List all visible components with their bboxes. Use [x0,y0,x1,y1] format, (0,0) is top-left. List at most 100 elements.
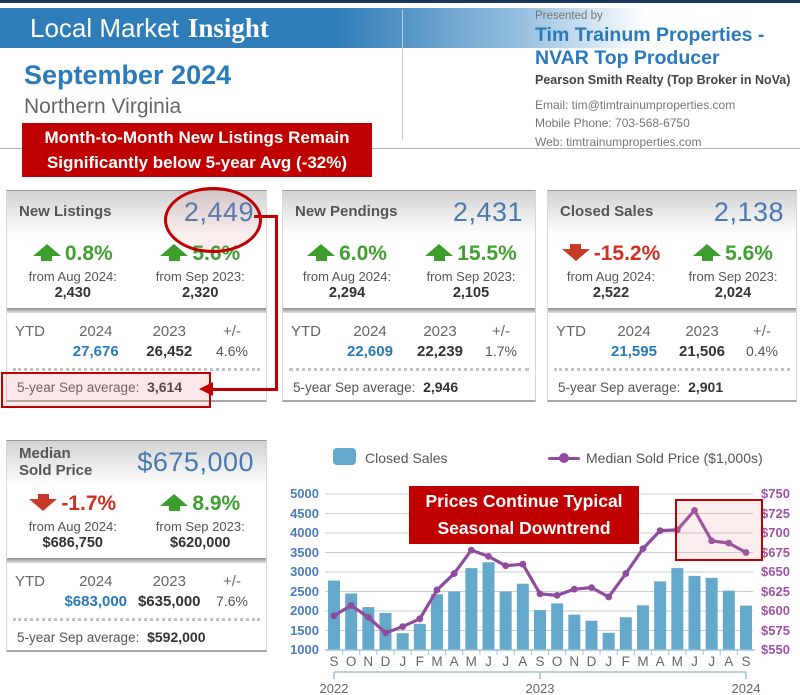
month-label: O [551,654,563,669]
year-over-year-change: 8.9% from Sep 2023: $620,000 [137,492,265,551]
yoy-label: from Sep 2023: [426,269,516,284]
left-axis-tick-label: 3000 [290,564,319,579]
presenter-contact: Email: tim@timtrainumproperties.com Mobi… [535,96,797,152]
five-year-average-row: 5-year Sep average: 3,614 [7,371,266,403]
right-axis-tick-label: $750 [761,486,790,501]
yoy-label: from Sep 2023: [155,269,245,284]
ytd-year1-header: 2024 [353,323,387,340]
median-price-point [433,586,441,594]
card-header: New Pendings 2,431 [283,191,535,233]
card-title-line1: Median [19,444,71,462]
mom-percent: -1.7% [9,492,137,516]
month-label: D [586,654,597,669]
bar-closed-sales [722,590,735,650]
ytd-diff-value: 4.6% [216,343,248,359]
ytd-year2-header: 2023 [152,323,186,340]
year-label: 2022 [319,681,349,695]
five-year-average-label: 5-year Sep average: [17,380,140,395]
report-month-title: September 2024 [24,60,232,90]
card-section-divider [283,308,535,313]
mom-percent: 6.0% [285,242,409,266]
month-label: J [502,654,510,669]
card-section-divider [7,558,266,563]
annotation-arrowhead-icon [199,382,213,396]
right-axis-tick-label: $650 [761,564,790,579]
mom-percent: 0.8% [9,242,137,266]
legend-line-marker-icon [559,453,569,463]
median-price-point [605,593,613,601]
ytd-year2-header: 2023 [152,573,186,590]
presenter-phone: Mobile Phone: 703-568-6750 [535,116,690,131]
bar-closed-sales [568,614,581,650]
dotted-divider [13,618,260,621]
year-label: 2024 [731,681,761,695]
mom-label: from Aug 2024: [28,519,117,534]
median-price-point [485,553,492,560]
ytd-label: YTD [15,573,45,590]
mom-previous-value: 2,294 [328,285,366,301]
month-label: A [449,654,459,669]
median-price-point [347,602,355,609]
bar-closed-sales [654,581,667,650]
month-label: O [345,654,357,669]
ytd-diff-header: +/- [753,323,771,340]
month-label: N [569,654,580,669]
month-label: A [518,654,528,669]
left-axis-tick-label: 5000 [290,486,319,501]
right-axis-tick-label: $575 [761,622,790,638]
month-over-month-change: -15.2% from Aug 2024: 2,522 [550,242,672,301]
median-price-point [570,585,578,593]
presenter-name: Tim Trainum Properties - NVAR Top Produc… [535,24,797,71]
left-axis-tick-label: 2500 [290,583,319,599]
brand-title-regular: Local Market [30,12,179,43]
bar-closed-sales [602,632,615,650]
median-sold-price-card: Median Sold Price $675,000 -1.7% from Au… [6,440,267,652]
up-arrow-icon [160,243,189,261]
annotation-connector-line [254,215,278,218]
median-price-point [536,590,544,598]
five-year-average-value: 3,614 [147,379,183,395]
median-price-point [639,545,647,552]
month-label: J [605,654,613,669]
left-axis-tick-label: 4000 [290,525,319,540]
month-label: M [465,654,477,669]
card-title: Closed Sales [560,203,654,221]
ytd-year2-value: 22,239 [417,343,463,360]
bar-closed-sales [516,583,529,650]
legend-line-label: Median Sold Price ($1,000s) [586,450,763,466]
bar-closed-sales [637,605,650,650]
bar-closed-sales [345,593,358,650]
median-price-point [656,527,664,535]
ytd-year1-value: 21,595 [611,343,657,360]
ytd-year1-value: 22,609 [347,343,393,360]
yoy-percent: 15.5% [409,242,533,266]
year-over-year-change: 5.6% from Sep 2023: 2,024 [672,242,794,301]
median-price-point [588,584,595,591]
presenter-block: Presented by Tim Trainum Properties - NV… [535,10,797,152]
month-label: A [724,654,734,669]
right-axis-tick-label: $600 [761,603,790,618]
year-over-year-change: 15.5% from Sep 2023: 2,105 [409,242,533,301]
left-axis-tick-label: 1000 [290,642,319,657]
bar-closed-sales [534,610,547,650]
mom-label: from Aug 2024: [566,269,656,284]
five-year-average-label: 5-year Sep average: [293,380,416,395]
dotted-divider [13,368,260,371]
card-title-line2: Sold Price [19,462,93,479]
bar-closed-sales [671,568,684,650]
yoy-previous-value: 2,024 [714,285,752,301]
card-section-divider [7,308,266,313]
callout-line1: Month-to-Month New Listings Remain [44,127,350,147]
up-arrow-icon [307,243,336,261]
dotted-divider [554,368,790,371]
bar-closed-sales [396,633,409,650]
ytd-label: YTD [15,323,45,340]
brand-title-bold: Insight [187,12,269,43]
card-title: Median Sold Price [19,445,92,480]
card-header: Median Sold Price $675,000 [7,441,266,483]
up-arrow-icon [425,243,454,261]
closed-sales-median-price-chart: Closed Sales Median Sold Price ($1,000s)… [285,440,800,695]
new-listings-callout-banner: Month-to-Month New Listings Remain Signi… [22,123,372,177]
median-price-point [416,615,424,623]
